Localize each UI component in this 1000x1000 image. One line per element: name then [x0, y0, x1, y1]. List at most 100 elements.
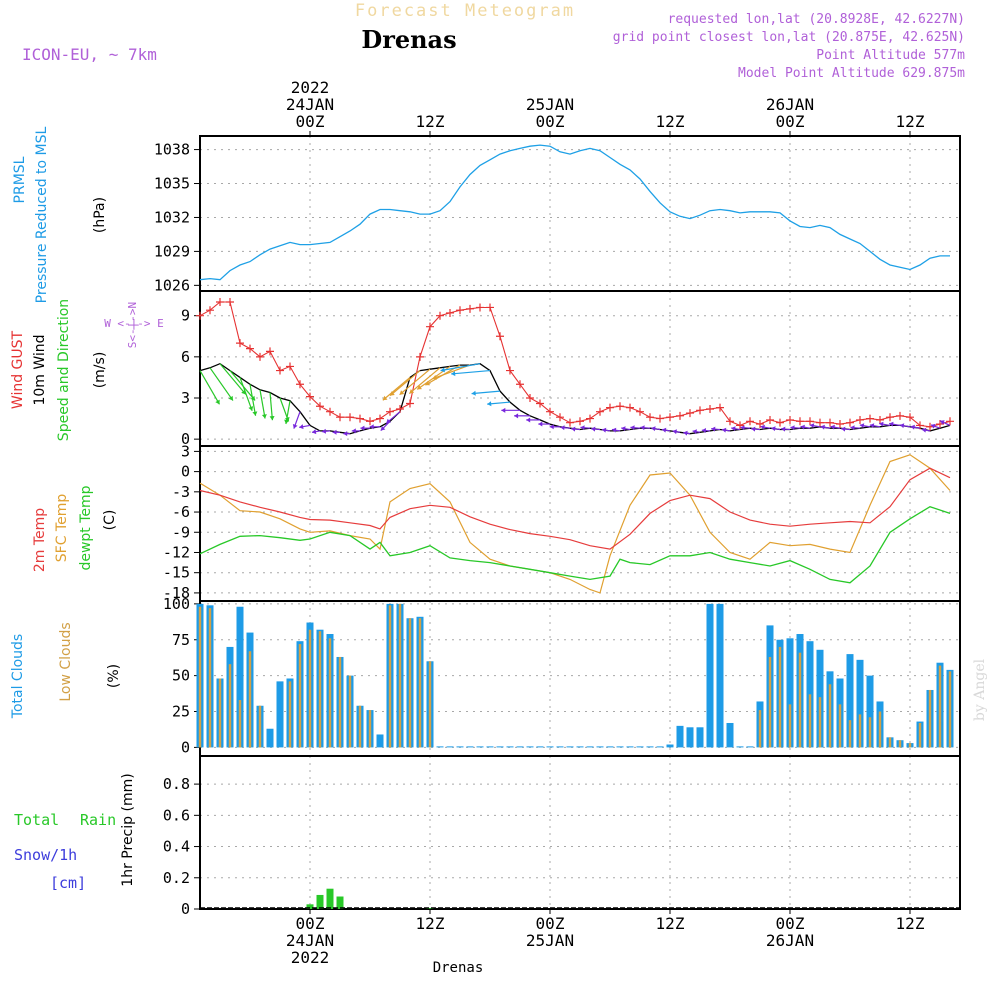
gust-marker: [736, 421, 744, 430]
wind-arrowhead: [899, 423, 905, 429]
time-label-top: 00Z: [776, 112, 805, 131]
time-label-top: 26JAN: [766, 95, 814, 114]
gust-marker: [456, 306, 464, 315]
wind-arrowhead: [841, 426, 846, 432]
gust-marker: [526, 393, 534, 402]
gust-marker: [566, 418, 574, 427]
temp-dewpt-label: dewpt Temp: [78, 485, 94, 570]
wind-arrow: [440, 363, 481, 372]
gust-marker: [496, 332, 504, 341]
gust-marker: [596, 407, 604, 416]
y-tick-label: 0.8: [163, 775, 190, 793]
snow-label-b: [cm]: [50, 874, 86, 892]
low-cloud-bar: [328, 638, 332, 748]
total-cloud-bar: [566, 746, 574, 748]
total-cloud-bar: [526, 746, 534, 748]
low-cloud-bar: [868, 717, 872, 748]
gust-marker: [746, 417, 754, 426]
low-cloud-bar: [778, 646, 782, 748]
total-cloud-bar: [576, 746, 584, 748]
gust-marker: [376, 414, 384, 423]
wind-arrowhead: [683, 430, 688, 436]
total-cloud-bar: [676, 725, 684, 748]
total-cloud-bar: [626, 746, 634, 748]
low-cloud-bar: [298, 644, 302, 748]
wind-arrow: [199, 370, 221, 405]
y-tick-label: 0.2: [163, 869, 190, 887]
y-tick-label: -3: [172, 483, 190, 501]
gust-marker: [836, 420, 844, 429]
gust-marker: [196, 311, 204, 320]
cloud-unit: (%): [106, 664, 122, 688]
wind-arrowhead: [409, 389, 415, 394]
total-cloud-bar: [276, 681, 284, 748]
wind-arrowhead: [390, 391, 395, 396]
total-cloud-bar: [536, 746, 544, 748]
total-cloud-bar: [466, 746, 474, 748]
precip-axis-label: 1hr Precip (mm): [120, 773, 136, 886]
low-cloud-bar: [288, 681, 292, 748]
gust-marker: [906, 413, 914, 422]
y-tick-label: 0: [181, 430, 190, 448]
low-cloud-bar: [928, 689, 932, 748]
y-tick-label: 9: [181, 307, 190, 325]
low-cloud-bar: [408, 618, 412, 748]
snow-label-a: Snow/1h: [14, 846, 77, 864]
total-cloud-bar: [556, 746, 564, 748]
gust-marker: [546, 407, 554, 416]
wind-arrowhead: [399, 390, 405, 395]
wind-arrow: [219, 363, 247, 395]
low-cloud-bar: [858, 714, 862, 748]
panel-frame-pressure: [199, 135, 961, 292]
gust-marker: [686, 409, 694, 418]
wind-arrowhead: [869, 423, 875, 429]
gust-marker: [476, 303, 484, 312]
total-cloud-bar: [236, 606, 244, 748]
total-cloud-bar: [786, 638, 794, 748]
low-cloud-bar: [388, 605, 392, 748]
total-cloud-bar: [506, 746, 514, 748]
low-cloud-bar: [878, 711, 882, 748]
wind-arrow: [259, 389, 266, 419]
total-cloud-bar: [686, 727, 694, 748]
low-cloud-bar: [198, 606, 202, 748]
gust-marker: [356, 414, 364, 423]
rain-label-a: Total: [14, 811, 59, 829]
wind-arrowhead: [299, 424, 304, 430]
low-cloud-bar: [308, 629, 312, 748]
wind-arrow: [451, 369, 491, 375]
wind-arrowhead: [790, 425, 795, 431]
low-cloud-bar: [818, 697, 822, 748]
gust-marker: [756, 420, 764, 429]
wind-arrowhead: [432, 375, 438, 380]
low-cloud-bar: [898, 740, 902, 748]
wind-arrowhead: [661, 427, 667, 433]
time-label-bottom: 00Z: [536, 914, 565, 933]
wind-arrowhead: [711, 426, 716, 432]
wind-arrowhead: [692, 429, 697, 435]
wind-arrowhead: [809, 423, 815, 429]
wind-arrowhead: [487, 401, 492, 407]
y-tick-label: 25: [172, 703, 190, 721]
total-cloud-bar: [446, 746, 454, 748]
gust-marker: [656, 414, 664, 423]
model-label: ICON-EU, ~ 7km: [22, 45, 157, 64]
wind-arrowhead: [591, 426, 596, 432]
low-cloud-bar: [238, 700, 242, 748]
rain-bar: [426, 908, 434, 909]
wind-arrowhead: [386, 418, 391, 424]
low-cloud-bar: [368, 710, 372, 748]
low-cloud-bar: [938, 665, 942, 748]
y-tick-label: 1026: [154, 276, 190, 294]
time-label-top: 12Z: [416, 112, 445, 131]
low-cloud-bar: [918, 722, 922, 748]
wind-gust-label: Wind GUST: [10, 330, 26, 409]
wind-arrowhead: [760, 424, 765, 430]
grid-point-coords: grid point closest lon,lat (20.875E, 42.…: [613, 30, 965, 45]
wind-arrowhead: [351, 428, 356, 434]
y-tick-label: 0: [181, 900, 190, 918]
dewpt-line: [199, 505, 951, 584]
point-altitude: Point Altitude 577m: [816, 48, 965, 63]
rain-label-b: Rain: [80, 811, 116, 829]
gust-marker: [226, 297, 234, 306]
